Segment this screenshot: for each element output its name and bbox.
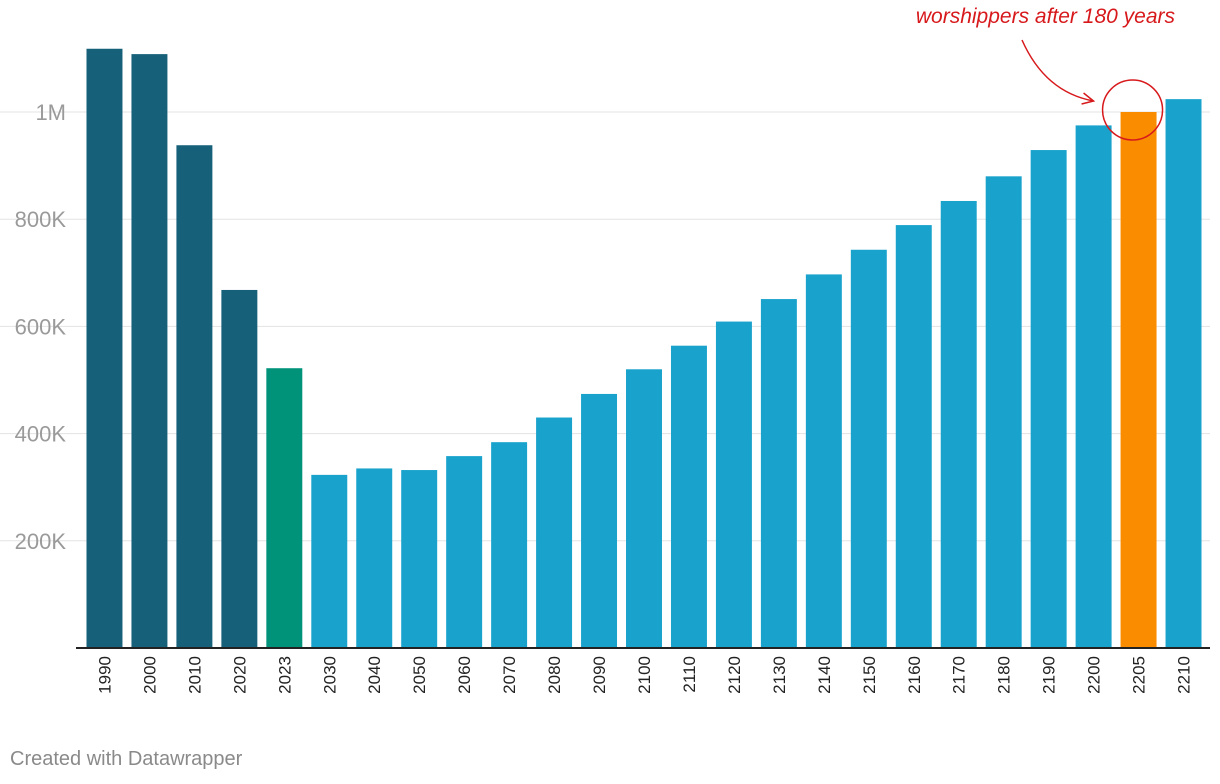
x-tick-label-2010: 2010 [185,656,204,694]
annotation-text: worshippers after 180 years [916,5,1176,28]
bar-2180 [985,176,1022,648]
bar-2100 [626,369,662,648]
bar-2080 [536,417,573,648]
annotation-circle [1101,79,1164,141]
bar-2020 [221,289,258,648]
y-tick-label: 200K [15,529,67,554]
bar-2160 [895,225,932,648]
x-tick-label-2180: 2180 [995,656,1014,694]
bar-2150 [850,249,887,648]
x-tick-label-2170: 2170 [950,656,969,694]
x-tick-label-2120: 2120 [725,656,744,694]
bar-2200 [1075,125,1112,648]
bar-2010 [176,145,213,648]
bar-2023 [266,368,303,648]
bar-2130 [760,299,797,648]
bar-2120 [715,321,752,648]
x-tick-label-2190: 2190 [1040,656,1059,694]
x-axis-labels: 1990 2000 2010 2020 2023 2030 2040 2050 2060 2070… [95,656,1193,694]
y-axis-labels: 200K 400K 600K 800K 1M [15,100,67,554]
x-tick-label-2130: 2130 [770,656,789,694]
y-tick-label: 1M [35,100,66,125]
bar-2190 [1030,150,1067,648]
bar-2210 [1165,99,1202,649]
x-tick-label-2070: 2070 [500,656,519,694]
x-tick-label-2200: 2200 [1085,656,1104,694]
x-tick-label-2110: 2110 [680,656,699,693]
x-tick-label-2050: 2050 [410,656,429,694]
x-tick-label-2000: 2000 [140,656,159,694]
y-tick-label: 800K [15,207,67,232]
x-tick-label-2023: 2023 [275,656,294,694]
bar-2090 [581,393,618,648]
x-tick-label-2140: 2140 [815,656,834,694]
bar-2060 [446,456,483,648]
bars [86,48,1202,649]
x-tick-label-2160: 2160 [905,656,924,694]
datawrapper-credit: Created with Datawrapper [10,748,243,770]
bar-2110 [670,345,707,648]
x-tick-label-2210: 2210 [1175,656,1194,694]
x-tick-label-2030: 2030 [320,656,339,694]
bar-1990 [86,48,123,648]
x-tick-label-2080: 2080 [545,656,564,694]
y-tick-label: 600K [15,314,67,339]
x-tick-label-2205: 2205 [1130,656,1149,694]
bar-2070 [491,442,528,648]
x-tick-label-2100: 2100 [635,656,654,694]
x-tick-label-2020: 2020 [230,656,249,694]
y-tick-label: 400K [15,422,67,447]
bar-2000 [131,54,168,648]
x-tick-label-2150: 2150 [860,656,879,694]
x-tick-label-2060: 2060 [455,656,474,694]
x-tick-label-1990: 1990 [95,656,114,694]
x-tick-label-2090: 2090 [590,656,609,694]
bar-2205 [1120,112,1157,648]
bar-2140 [805,274,842,648]
annotation-arrow [1021,39,1094,102]
bar-2170 [940,200,977,648]
x-tick-label-2040: 2040 [365,656,384,694]
bar-2030 [311,474,348,648]
annotation: worshippers after 180 years [916,5,1176,141]
bar-2050 [401,470,438,648]
bar-2040 [356,468,393,648]
annotation-arrowhead [1081,92,1096,105]
